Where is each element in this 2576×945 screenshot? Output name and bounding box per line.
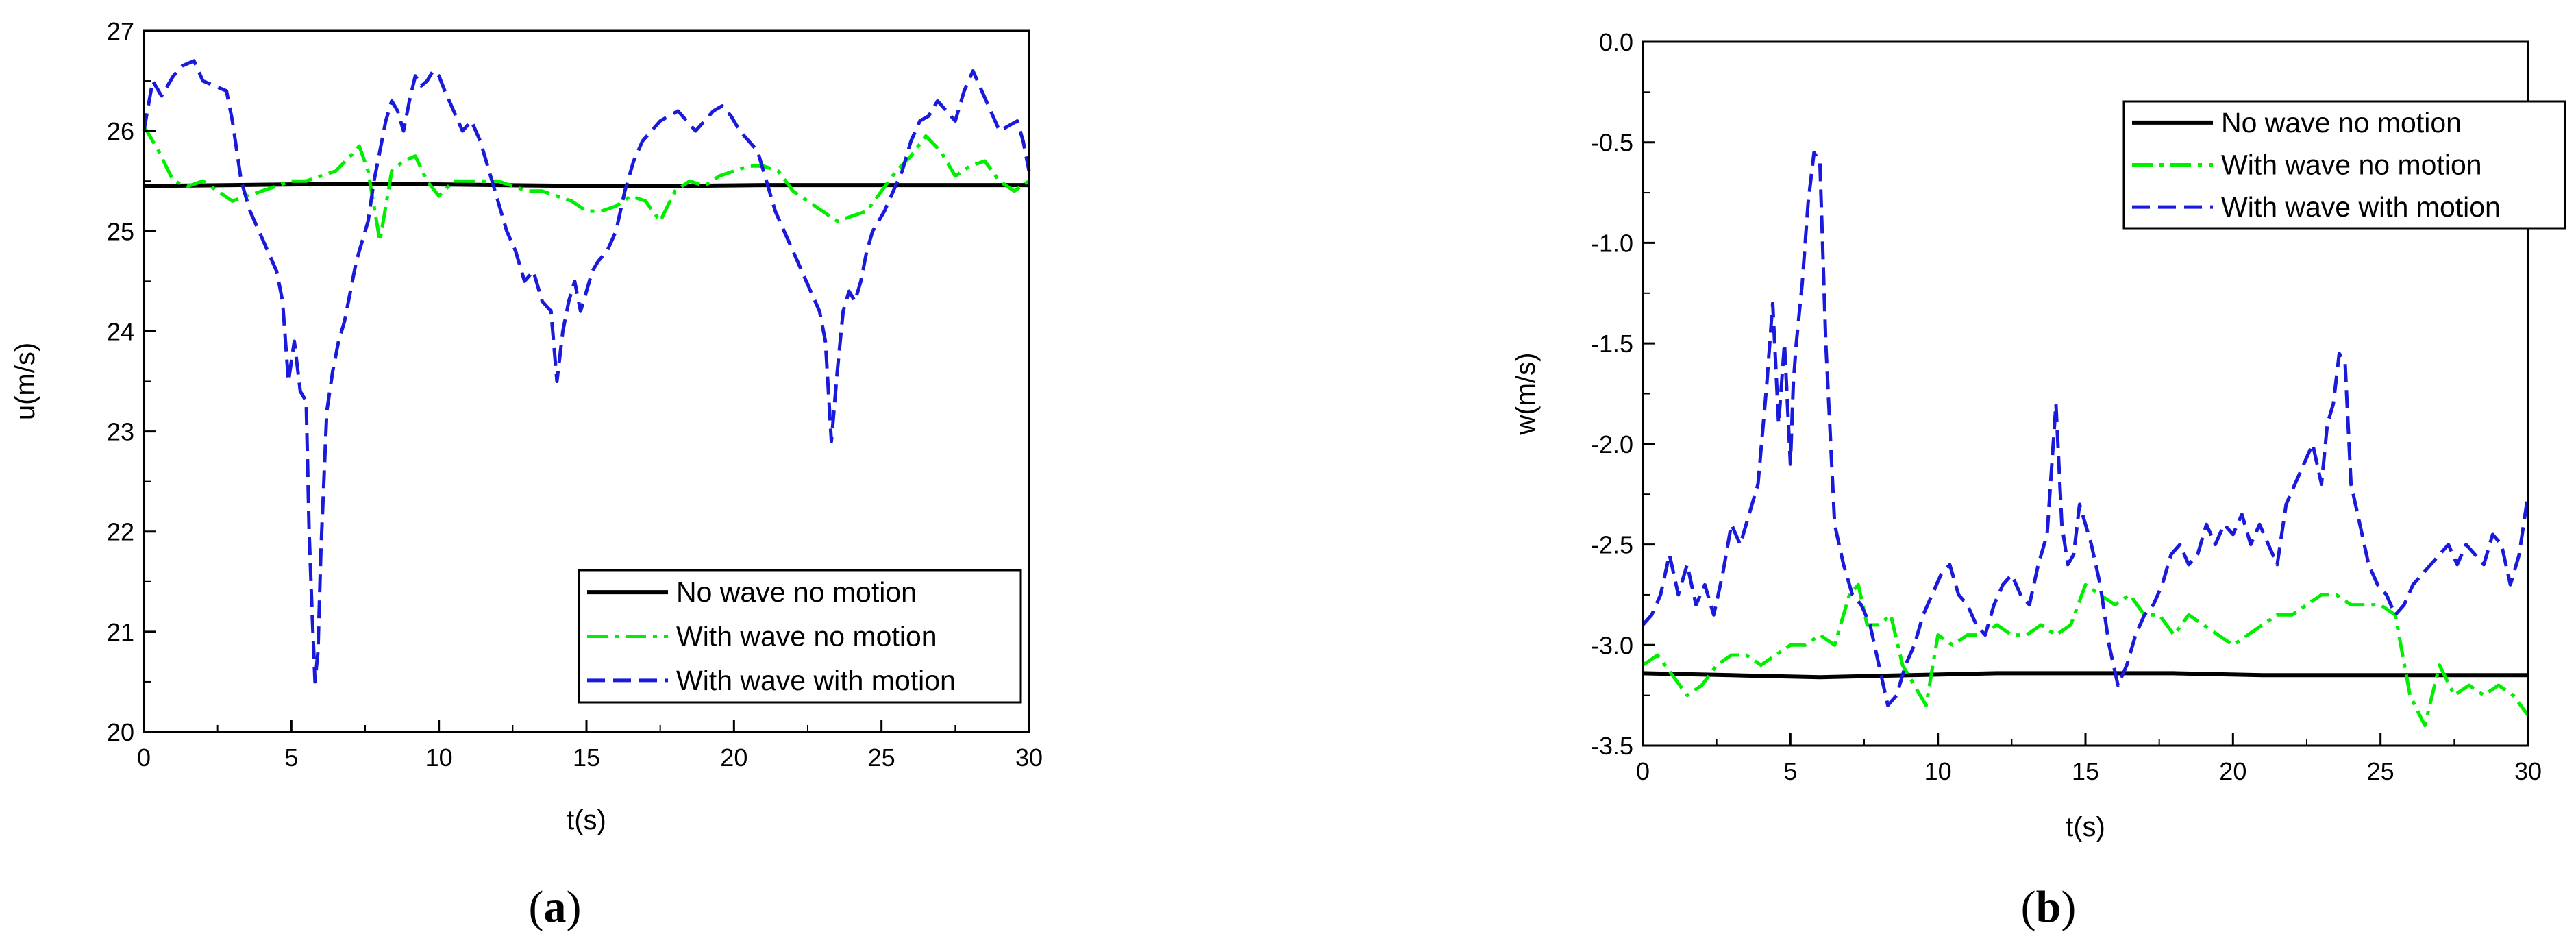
panel-a-y-tick-label: 21	[107, 618, 134, 646]
panel-a-x-tick-label: 25	[868, 744, 895, 772]
panel-b-legend-label: No wave no motion	[2221, 107, 2462, 138]
panel-b-label: (b)	[2021, 882, 2077, 932]
panel-b-legend: No wave no motion With wave no motion With…	[2122, 100, 2566, 230]
panel-b-y-tick-label: -2.5	[1591, 531, 1633, 559]
panel-a-legend-label: With wave with motion	[676, 665, 956, 696]
panel-a-y-tick-label: 23	[107, 418, 134, 446]
panel-a-x-tick-label: 0	[137, 744, 151, 772]
panel-a-x-tick-label: 10	[425, 744, 453, 772]
panel-a-y-tick-label: 26	[107, 117, 134, 145]
panel-b-x-tick-label: 30	[2514, 757, 2542, 785]
panel-b-y-tick-label: -3.5	[1591, 732, 1633, 760]
panel-b-x-tick-label: 15	[2072, 757, 2099, 785]
panel-a-label: (a)	[529, 882, 582, 932]
panel-b-y-tick-label: -2.0	[1591, 430, 1633, 458]
panel-a-y-tick-label: 25	[107, 217, 134, 245]
panel-b-legend-label: With wave no motion	[2221, 149, 2482, 181]
panel-a-x-axis-title: t(s)	[567, 805, 606, 835]
panel-b: 0 5 10 15 20 25 30 -3.5 -3.0 -2.5 -2.0 -1.5 -1.0 -0.5…	[1511, 28, 2566, 842]
panel-b-legend-label: With wave with motion	[2221, 191, 2501, 223]
panel-b-series-with-wave-no-motion-line	[1642, 582, 2530, 728]
panel-b-x-tick-label: 25	[2367, 757, 2394, 785]
panel-a: 0 5 10 15 20 25 30 20 21 22 23 24 25 26 27 t(s) u(m/s) No…	[10, 17, 1043, 835]
panel-b-x-tick-label: 10	[1924, 757, 1952, 785]
panel-b-series-no-wave-no-motion-line	[1642, 671, 2528, 680]
panel-b-y-tick-label: -1.5	[1591, 330, 1633, 358]
panel-a-y-tick-label: 24	[107, 317, 134, 345]
panel-b-x-tick-label: 20	[2219, 757, 2246, 785]
panel-b-y-tick-label: 0.0	[1599, 28, 1633, 56]
panel-b-y-tick-label: -0.5	[1591, 129, 1633, 157]
panel-a-x-tick-label: 15	[573, 744, 600, 772]
panel-b-x-tick-label: 0	[1636, 757, 1650, 785]
panel-b-x-tick-label: 5	[1783, 757, 1797, 785]
panel-b-y-tick-label: -1.0	[1591, 229, 1633, 257]
panel-b-x-axis-title: t(s)	[2066, 812, 2105, 842]
panel-a-series-no-wave-no-motion-line	[143, 182, 1029, 188]
panel-a-legend-label: No wave no motion	[676, 576, 917, 608]
panel-a-label-letter: a	[544, 882, 567, 932]
panel-a-y-tick-label: 22	[107, 518, 134, 546]
panel-a-y-tick-label: 20	[107, 718, 134, 746]
panel-a-legend-label: With wave no motion	[676, 621, 937, 652]
panel-a-y-tick-label: 27	[107, 17, 134, 45]
panel-b-label-letter: b	[2036, 882, 2061, 932]
panel-a-legend: No wave no motion With wave no motion With…	[578, 569, 1022, 704]
panel-a-series-with-wave-with-motion-line	[142, 59, 1031, 684]
panel-a-x-tick-label: 30	[1015, 744, 1043, 772]
panel-b-y-axis-title: w(m/s)	[1511, 353, 1541, 436]
panel-b-series-with-wave-with-motion-line	[1642, 150, 2530, 707]
panel-a-series-with-wave-no-motion-line	[142, 125, 1030, 243]
panel-a-x-tick-label: 5	[284, 744, 298, 772]
panel-a-x-tick-label: 20	[720, 744, 747, 772]
panel-b-y-tick-label: -3.0	[1591, 631, 1633, 659]
panel-a-y-axis-title: u(m/s)	[10, 343, 40, 420]
